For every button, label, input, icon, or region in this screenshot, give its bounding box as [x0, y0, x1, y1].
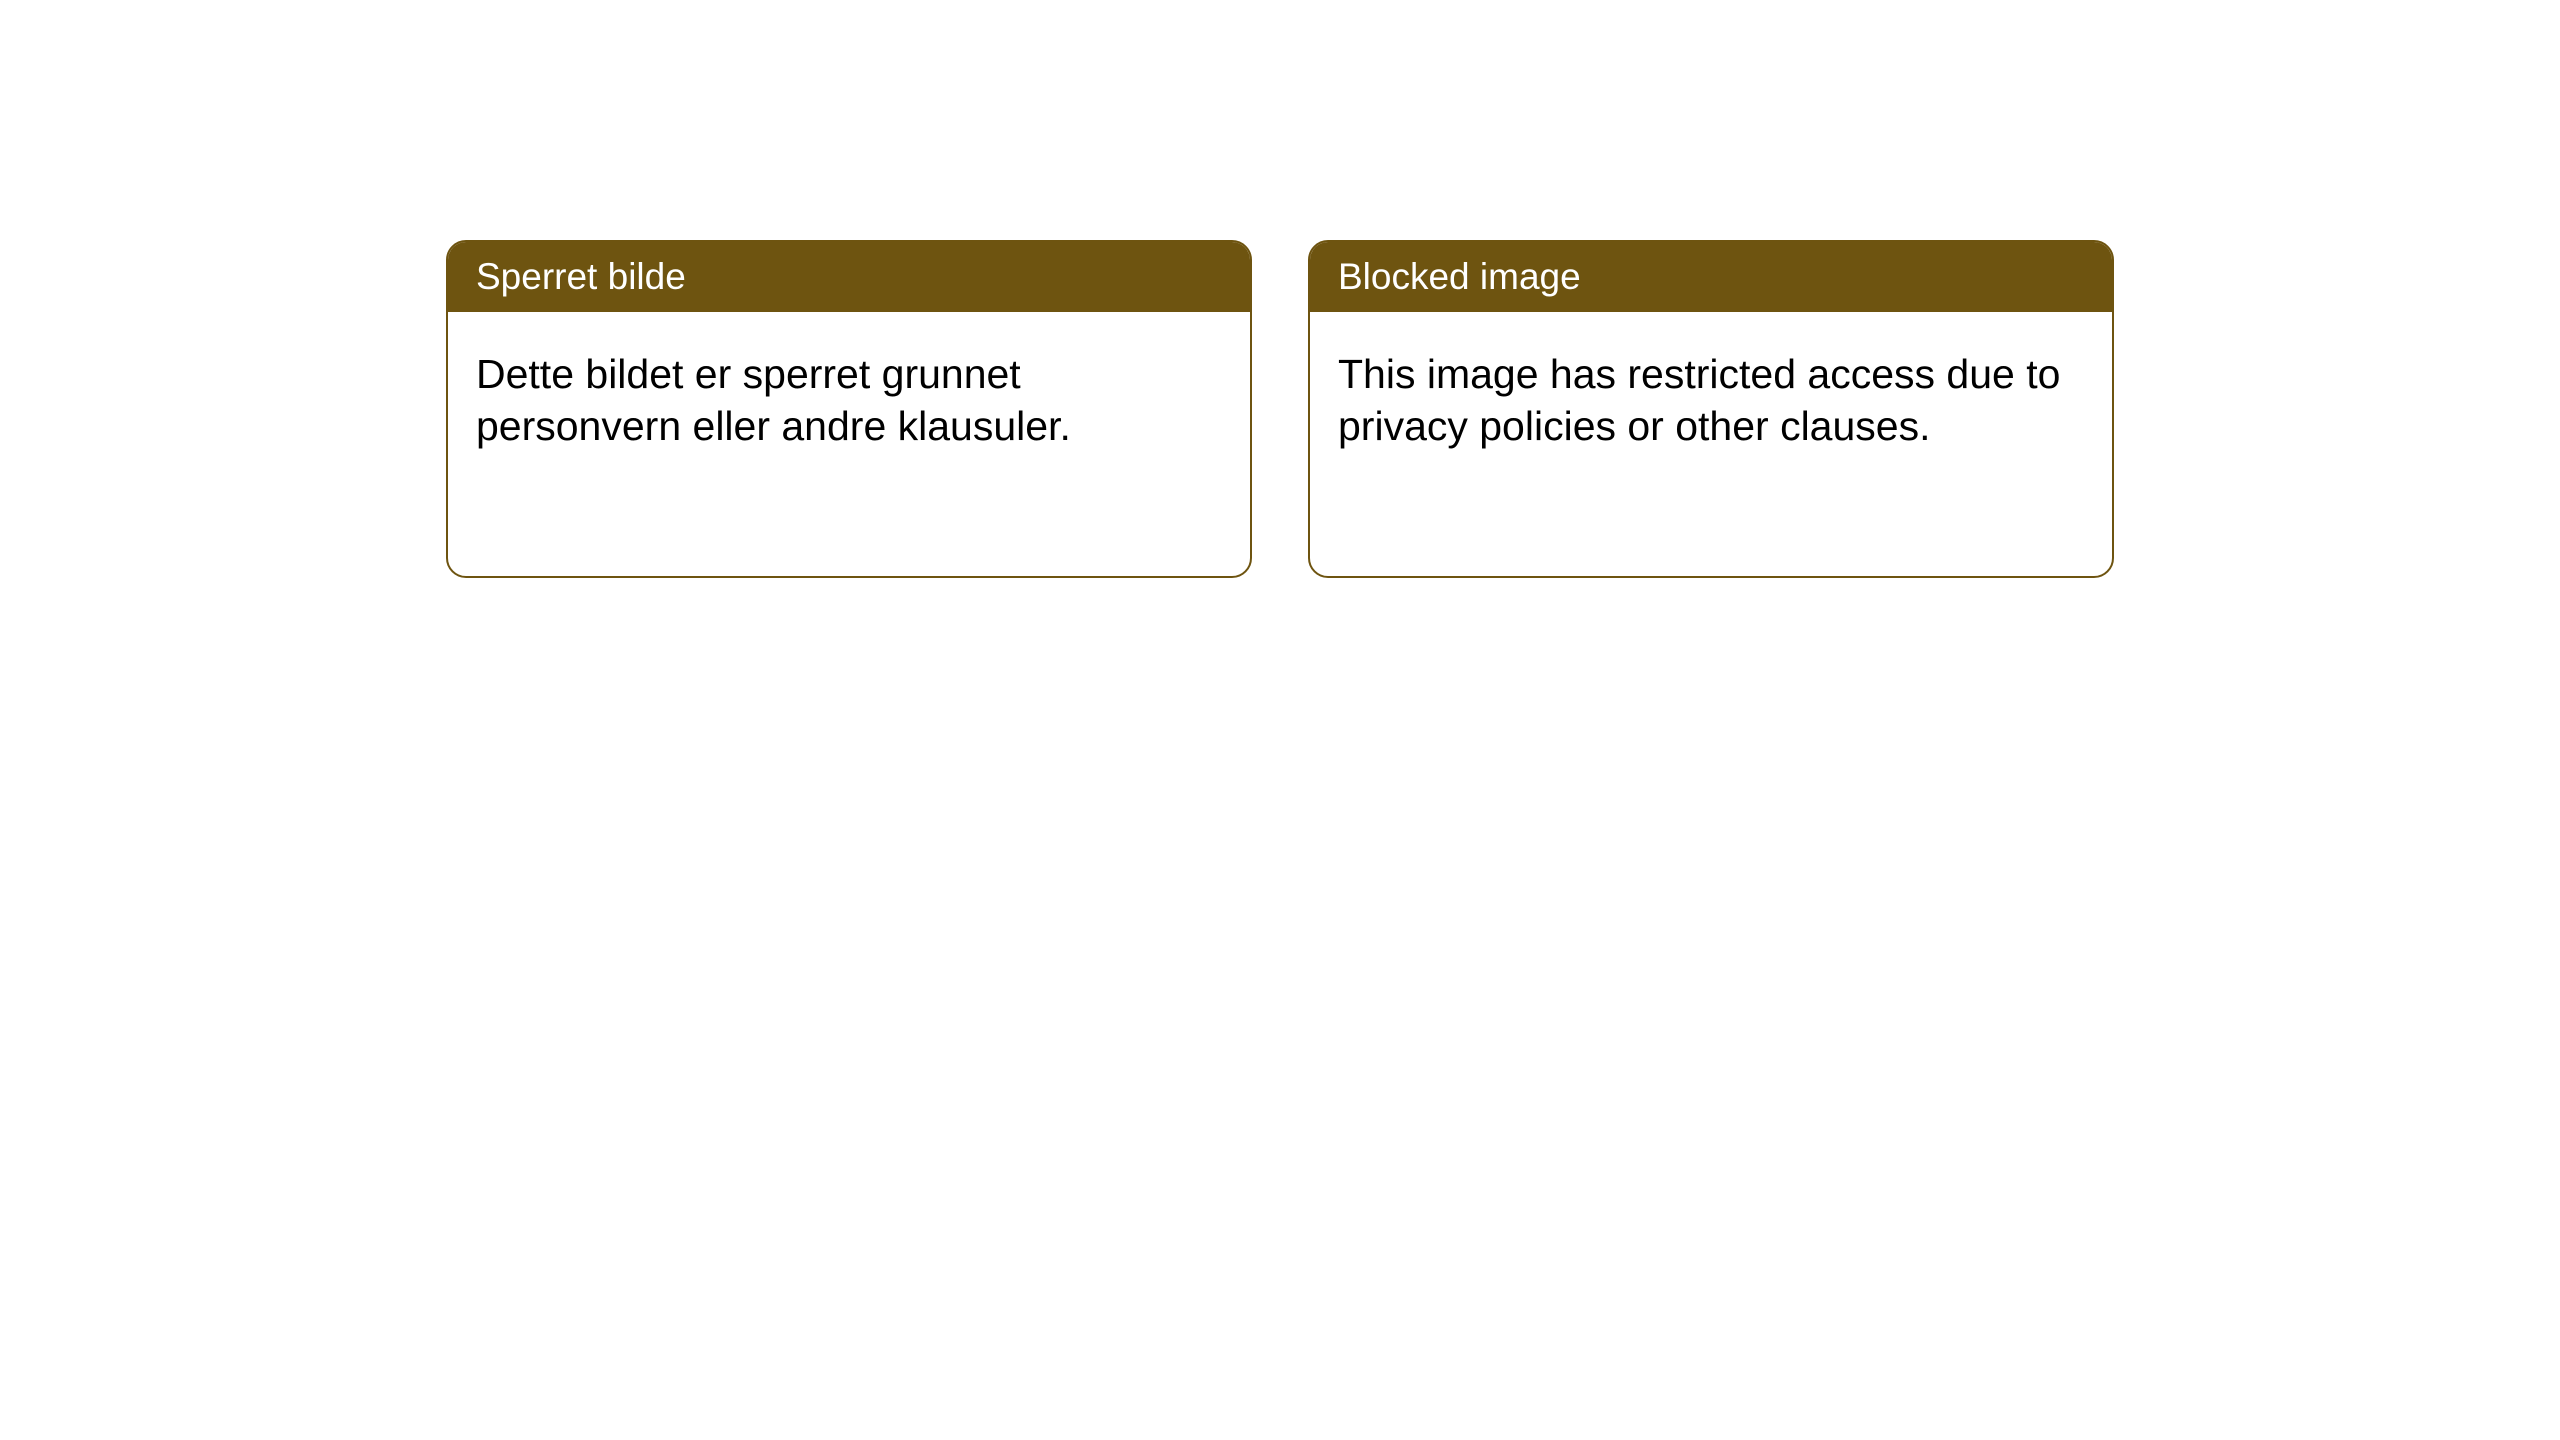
notice-header-no: Sperret bilde: [448, 242, 1250, 312]
notice-body-en: This image has restricted access due to …: [1310, 312, 2112, 489]
notice-body-no: Dette bildet er sperret grunnet personve…: [448, 312, 1250, 489]
notice-cards-container: Sperret bilde Dette bildet er sperret gr…: [446, 240, 2114, 578]
notice-card-en: Blocked image This image has restricted …: [1308, 240, 2114, 578]
notice-card-no: Sperret bilde Dette bildet er sperret gr…: [446, 240, 1252, 578]
notice-header-en: Blocked image: [1310, 242, 2112, 312]
